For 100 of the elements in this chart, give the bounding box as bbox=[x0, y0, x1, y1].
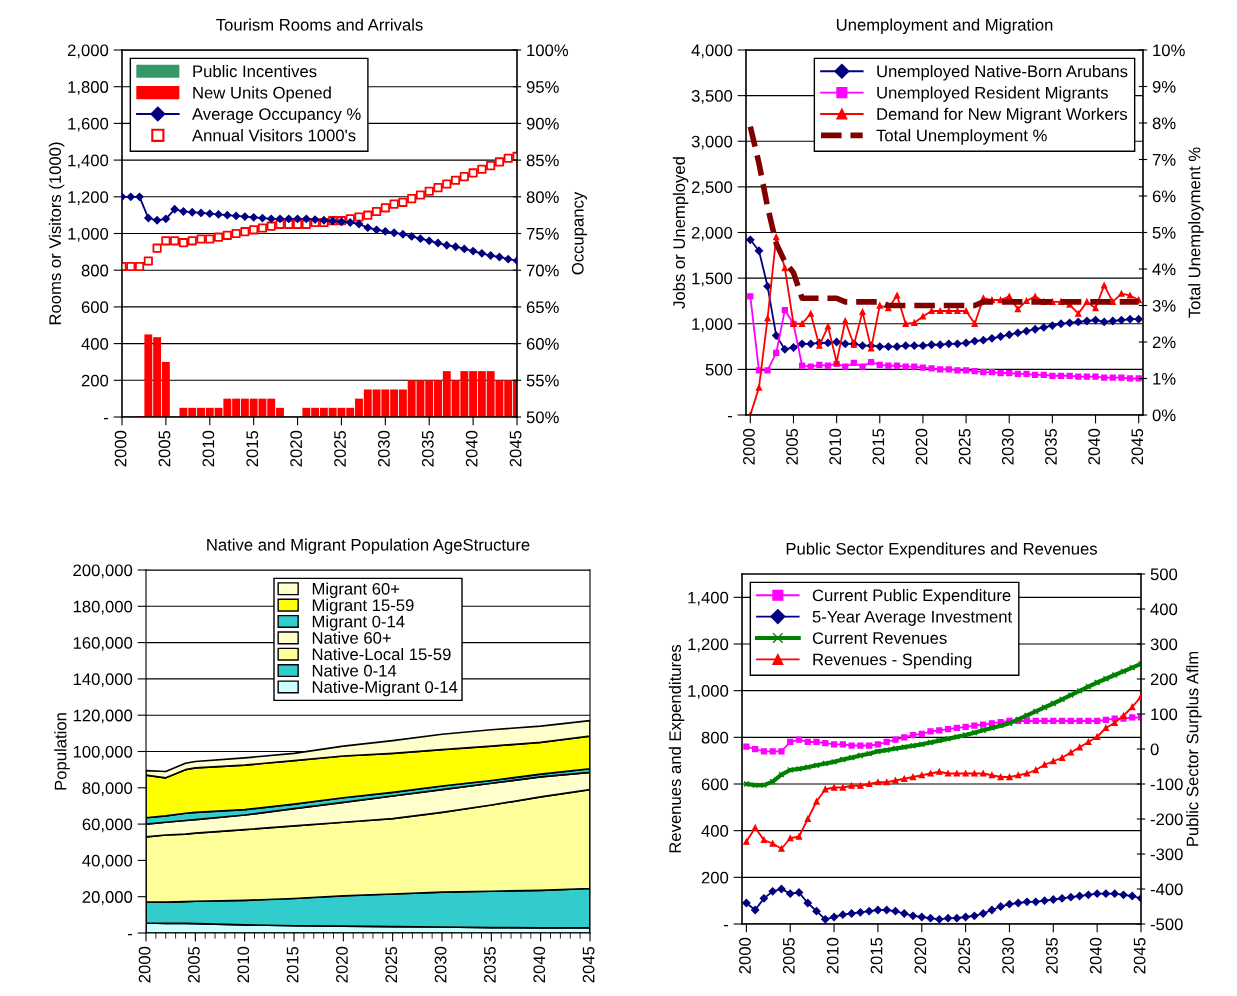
y2-tick-label: 200 bbox=[1150, 673, 1178, 686]
x-tick-label: 2005 bbox=[786, 428, 798, 465]
y-tick-label: 120,000 bbox=[73, 709, 133, 724]
y2-tick-label: 300 bbox=[1150, 638, 1178, 651]
x-tick-label: 2000 bbox=[739, 937, 751, 974]
y-tick-label: 1,400 bbox=[68, 154, 109, 169]
chart-title: Public Sector Expenditures and Revenues bbox=[786, 542, 1098, 559]
y2-tick-label: -500 bbox=[1150, 918, 1183, 931]
chart-title: Native and Migrant Population AgeStructure bbox=[207, 538, 530, 555]
x-tick-label: 2025 bbox=[958, 937, 971, 974]
y-tick-label: - bbox=[128, 933, 133, 936]
legend-label: Migrant 15-59 bbox=[312, 598, 414, 615]
y2-tick-label: 8% bbox=[1152, 117, 1176, 130]
y2-tick-label: 2% bbox=[1152, 336, 1176, 349]
y-axis-title: Jobs or Unemployed bbox=[672, 157, 689, 309]
y-tick-label: 1,000 bbox=[692, 318, 733, 332]
legend-label: Native 0-14 bbox=[312, 664, 397, 677]
y-tick-label: - bbox=[728, 415, 733, 418]
y-tick-label: 20,000 bbox=[82, 891, 133, 905]
y2-axis-title: Total Unemployment % bbox=[1188, 147, 1204, 318]
x-tick-label: 2000 bbox=[742, 428, 755, 465]
x-tick-label: 2040 bbox=[1088, 428, 1101, 465]
legend-label: Native 60+ bbox=[312, 631, 391, 644]
y-tick-label: 60,000 bbox=[82, 818, 133, 833]
y2-tick-label: 50% bbox=[526, 411, 559, 424]
y2-tick-label: -200 bbox=[1150, 813, 1183, 826]
chart-title: Tourism Rooms and Arrivals bbox=[216, 18, 423, 31]
legend-label: Unemployed Native-Born Arubans bbox=[877, 65, 1128, 81]
x-tick-label: 2025 bbox=[958, 428, 971, 465]
y2-tick-label: 100 bbox=[1151, 708, 1178, 721]
x-tick-label: 2045 bbox=[1131, 428, 1144, 465]
y-tick-label: 400 bbox=[81, 338, 109, 350]
x-tick-label: 2020 bbox=[915, 428, 928, 465]
y2-tick-label: 400 bbox=[1150, 603, 1178, 616]
legend-label: Native-Migrant 0-14 bbox=[312, 680, 458, 697]
y-tick-label: 4,000 bbox=[691, 44, 733, 59]
y2-tick-label: 55% bbox=[526, 374, 559, 387]
x-tick-label: 2005 bbox=[158, 430, 171, 467]
x-tick-label: 2035 bbox=[484, 946, 496, 983]
x-tick-label: 2025 bbox=[334, 430, 346, 467]
y-tick-label: 200 bbox=[701, 871, 729, 884]
y-tick-label: 800 bbox=[701, 731, 729, 744]
y2-tick-label: 75% bbox=[526, 227, 559, 240]
x-tick-label: 2005 bbox=[782, 937, 795, 974]
x-tick-label: 2035 bbox=[1045, 428, 1057, 465]
y2-tick-label: 100% bbox=[527, 44, 569, 57]
x-tick-label: 2025 bbox=[385, 946, 398, 983]
y-tick-label: 1,200 bbox=[688, 638, 729, 653]
x-tick-label: 2015 bbox=[870, 937, 883, 974]
y-tick-label: 500 bbox=[705, 363, 733, 376]
y2-tick-label: 85% bbox=[526, 154, 559, 167]
legend-label: Annual Visitors 1000's bbox=[192, 129, 356, 142]
legend-label: Unemployed Resident Migrants bbox=[877, 86, 1108, 102]
y2-tick-label: 500 bbox=[1150, 568, 1178, 581]
y-tick-label: 1,400 bbox=[688, 591, 729, 606]
x-tick-label: 2020 bbox=[290, 430, 303, 467]
x-tick-label: 2005 bbox=[188, 946, 200, 983]
x-tick-label: 2000 bbox=[114, 430, 127, 467]
y2-tick-label: -100 bbox=[1150, 778, 1183, 791]
y2-tick-label: 4% bbox=[1152, 263, 1176, 276]
x-tick-label: 2015 bbox=[286, 946, 299, 983]
legend-label: Total Unemployment % bbox=[876, 129, 1047, 145]
y-tick-label: 1,600 bbox=[68, 117, 109, 132]
y-tick-label: - bbox=[724, 924, 729, 927]
y-tick-label: 160,000 bbox=[73, 637, 133, 651]
y-axis-title: Revenues and Expenditures bbox=[668, 644, 685, 853]
y2-tick-label: 3% bbox=[1152, 299, 1176, 312]
y-tick-label: 80,000 bbox=[82, 782, 133, 796]
y2-tick-label: 7% bbox=[1152, 153, 1176, 166]
y-tick-label: 1,000 bbox=[68, 227, 109, 242]
x-tick-label: 2030 bbox=[378, 430, 390, 467]
y-tick-label: 2,500 bbox=[691, 181, 733, 196]
y-tick-label: 140,000 bbox=[73, 673, 133, 688]
legend-label: Native-Local 15-59 bbox=[312, 647, 451, 661]
y2-tick-label: 1% bbox=[1153, 372, 1176, 385]
y2-tick-label: 5% bbox=[1152, 226, 1176, 239]
x-tick-label: 2045 bbox=[509, 430, 522, 467]
x-tick-label: 2010 bbox=[829, 428, 842, 465]
y2-tick-label: 6% bbox=[1152, 190, 1176, 203]
legend-label: Revenues - Spending bbox=[813, 653, 972, 669]
y2-tick-label: 9% bbox=[1152, 80, 1176, 93]
x-tick-label: 2035 bbox=[1045, 937, 1058, 974]
y-tick-label: 100,000 bbox=[73, 745, 133, 760]
legend-label: Demand for New Migrant Workers bbox=[877, 107, 1128, 124]
y-axis-title: Population bbox=[54, 713, 70, 790]
x-tick-label: 2020 bbox=[336, 946, 348, 983]
y2-tick-label: 60% bbox=[526, 338, 559, 350]
y-tick-label: 40,000 bbox=[82, 854, 133, 869]
x-tick-label: 2030 bbox=[1001, 428, 1014, 465]
legend-label: Current Public Expenditure bbox=[812, 589, 1011, 605]
x-tick-label: 2015 bbox=[246, 430, 259, 467]
y2-tick-label: 95% bbox=[526, 81, 559, 93]
y-tick-label: 2,000 bbox=[67, 44, 109, 59]
legend-label: Public Incentives bbox=[193, 65, 317, 78]
y-tick-label: - bbox=[104, 417, 109, 420]
y-tick-label: 2,000 bbox=[691, 226, 733, 241]
legend-label: Migrant 0-14 bbox=[312, 615, 405, 631]
x-tick-label: 2010 bbox=[826, 937, 839, 974]
y2-axis-title: Occupancy bbox=[571, 191, 587, 275]
y2-tick-label: 70% bbox=[526, 264, 559, 277]
